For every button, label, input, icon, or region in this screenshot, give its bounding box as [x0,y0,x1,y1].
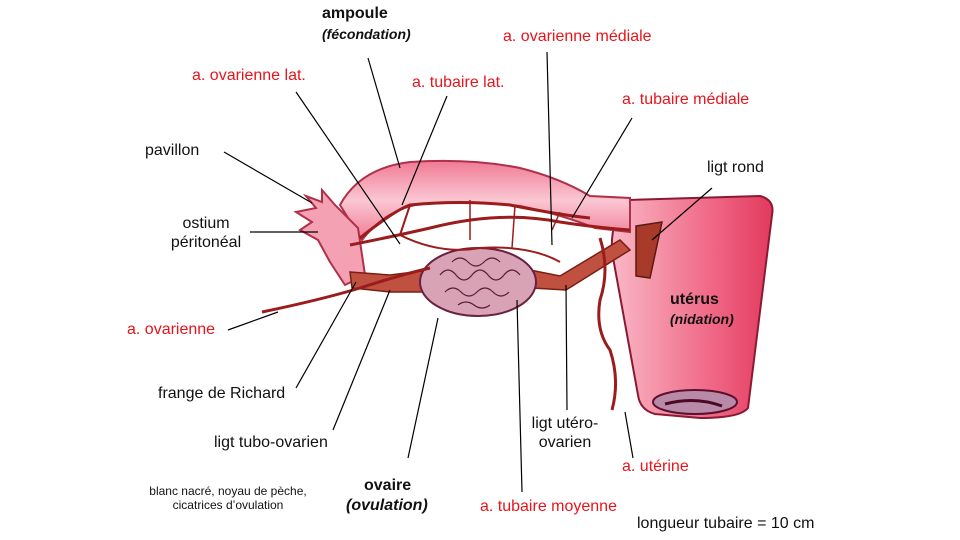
note-line2: cicatrices d’ovulation [172,498,284,512]
label-nidation: (nidation) [670,311,734,327]
note-ovary-description: blanc nacré, noyau de pèche, cicatrices … [142,484,314,512]
pointer-lines [223,51,713,493]
label-a-tubaire-mediale: a. tubaire médiale [622,91,750,108]
label-ovulation: (ovulation) [346,497,428,514]
label-uterus: utérus [670,291,719,308]
ovary-shape [419,247,537,317]
label-ostium: ostium péritonéal [160,214,252,252]
label-longueur-tubaire: longueur tubaire = 10 cm [637,515,815,532]
label-a-uterine: a. utérine [622,458,689,475]
label-a-ovarienne-lat: a. ovarienne lat. [192,67,306,84]
label-fecondation: (fécondation) [322,26,411,42]
label-ligt-rond: ligt rond [707,159,764,176]
label-ampoule: ampoule [322,5,388,22]
label-a-tubaire-moyenne: a. tubaire moyenne [480,498,617,515]
label-ostium-line2: péritonéal [170,234,242,251]
label-ligt-utero-line1: ligt utéro- [531,415,599,432]
label-a-ovarienne-mediale: a. ovarienne médiale [503,28,652,45]
label-ligt-utero-ovarien: ligt utéro- ovarien [519,414,611,452]
label-frange-de-richard: frange de Richard [158,385,286,402]
label-ostium-line1: ostium [182,215,230,232]
arteries [261,200,631,411]
label-pavillon: pavillon [145,142,200,159]
label-a-ovarienne: a. ovarienne [127,321,216,338]
note-line1: blanc nacré, noyau de pèche, [149,484,307,498]
label-a-tubaire-lat: a. tubaire lat. [412,74,505,91]
label-ligt-tubo-ovarien: ligt tubo-ovarien [214,434,328,451]
label-ligt-utero-line2: ovarien [538,434,592,451]
label-ovaire: ovaire [364,477,412,494]
